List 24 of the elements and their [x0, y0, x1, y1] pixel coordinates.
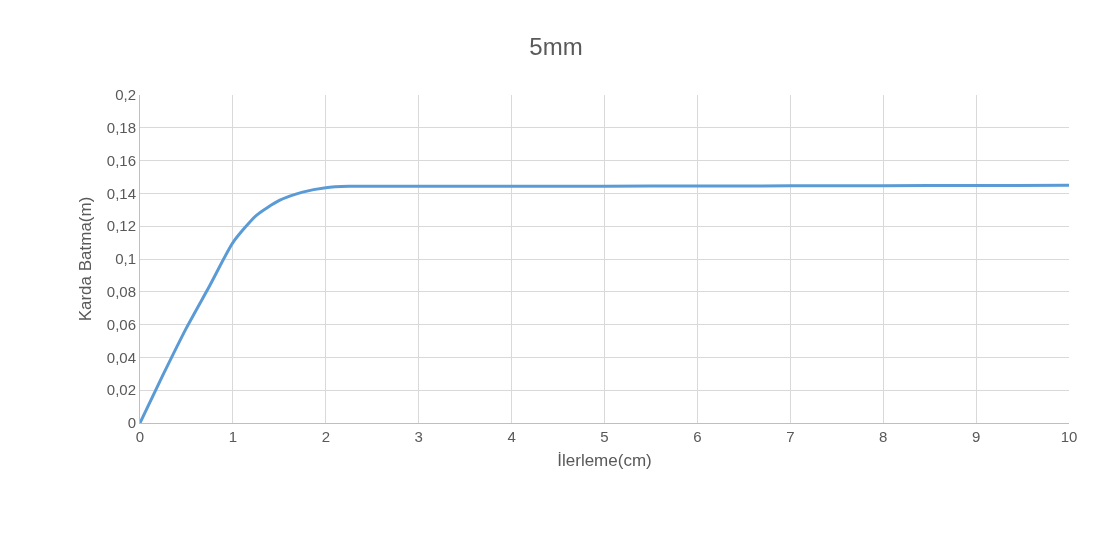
y-tick-label: 0,14 [106, 184, 136, 202]
y-tick-label: 0 [127, 414, 136, 432]
x-axis-title: İlerleme(cm) [557, 451, 652, 471]
x-tick-label: 7 [786, 428, 795, 445]
x-tick-label: 2 [321, 428, 330, 445]
y-tick-label: 0,02 [106, 381, 136, 399]
x-tick-label: 5 [600, 428, 609, 445]
y-tick-label: 0,16 [106, 151, 136, 169]
x-tick-label: 8 [879, 428, 888, 445]
x-tick-label: 10 [1060, 428, 1078, 445]
x-tick-label: 6 [693, 428, 702, 445]
x-tick-label: 9 [971, 428, 981, 445]
y-axis-title: Karda Batma(m) [76, 196, 96, 322]
chart-title: 5mm [529, 32, 583, 60]
y-tick-label: 0,06 [106, 315, 136, 333]
y-tick-label: 0,18 [106, 119, 136, 137]
y-tick-label: 0,1 [115, 250, 136, 268]
x-tick-label: 1 [228, 428, 238, 445]
x-tick-label: 3 [414, 428, 423, 445]
x-tick-label: 4 [507, 428, 516, 445]
y-tick-label: 0,2 [115, 86, 136, 104]
y-tick-label: 0,12 [106, 217, 136, 235]
y-tick-label: 0,04 [106, 348, 136, 366]
y-tick-label: 0,08 [106, 283, 136, 301]
